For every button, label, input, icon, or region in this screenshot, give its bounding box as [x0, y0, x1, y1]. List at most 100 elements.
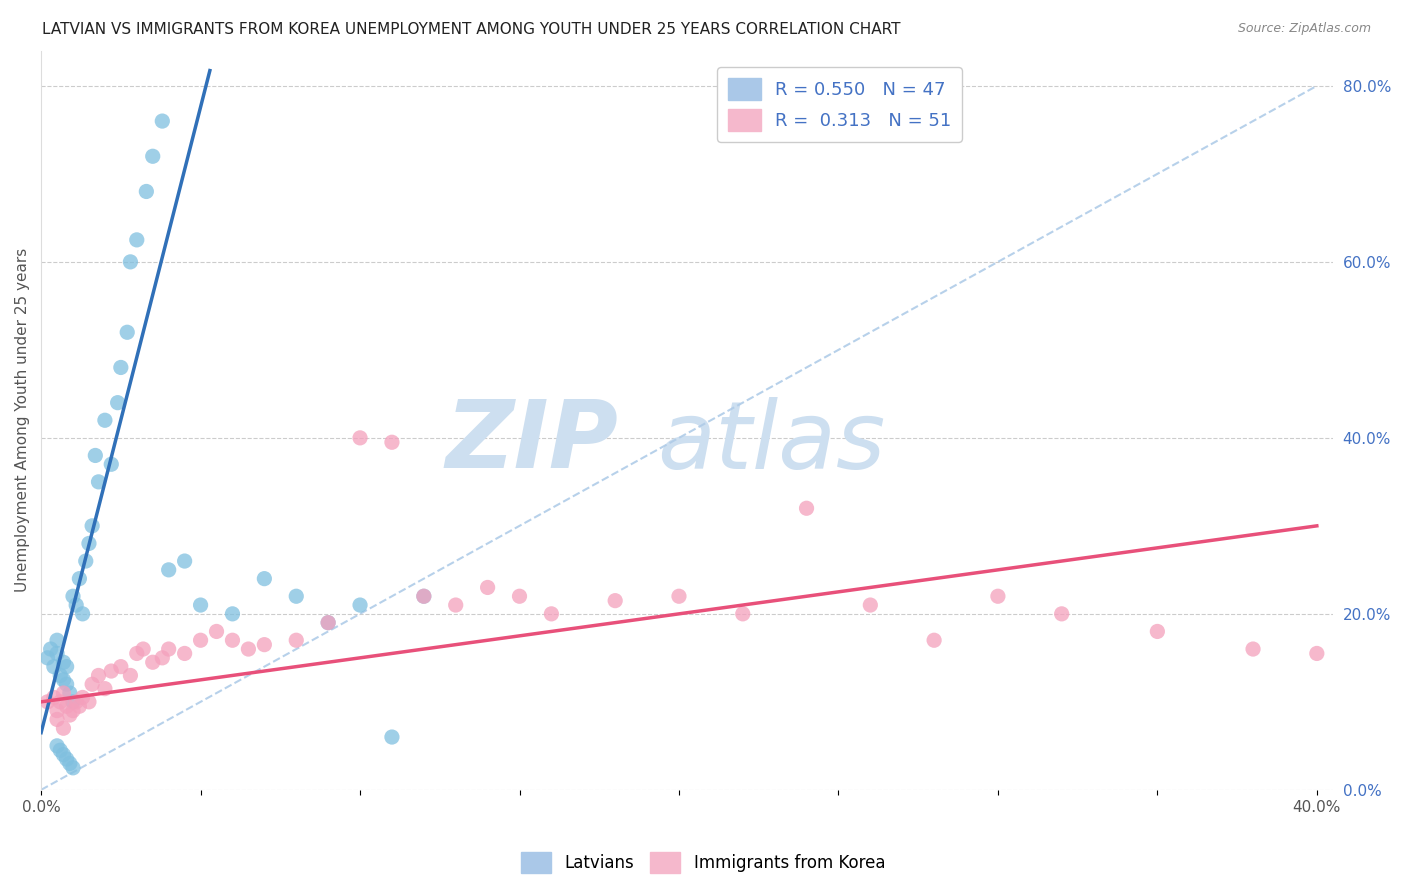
Point	[987, 589, 1010, 603]
Point	[285, 633, 308, 648]
Point	[49, 743, 72, 757]
Point	[100, 664, 122, 678]
Point	[49, 695, 72, 709]
Point	[55, 659, 77, 673]
Point	[52, 747, 75, 762]
Point	[62, 761, 84, 775]
Point	[173, 554, 195, 568]
Point	[39, 642, 62, 657]
Point	[477, 581, 499, 595]
Point	[316, 615, 339, 630]
Point	[46, 713, 69, 727]
Point	[87, 668, 110, 682]
Point	[77, 536, 100, 550]
Point	[100, 457, 122, 471]
Point	[59, 756, 82, 771]
Point	[381, 730, 404, 744]
Point	[221, 607, 243, 621]
Point	[285, 589, 308, 603]
Point	[55, 677, 77, 691]
Point	[110, 659, 132, 673]
Point	[205, 624, 228, 639]
Point	[62, 589, 84, 603]
Y-axis label: Unemployment Among Youth under 25 years: Unemployment Among Youth under 25 years	[15, 248, 30, 592]
Point	[55, 752, 77, 766]
Point	[84, 449, 107, 463]
Point	[381, 435, 404, 450]
Point	[65, 598, 87, 612]
Point	[157, 642, 180, 657]
Point	[59, 686, 82, 700]
Point	[87, 475, 110, 489]
Point	[540, 607, 562, 621]
Point	[72, 690, 94, 705]
Point	[110, 360, 132, 375]
Point	[125, 233, 148, 247]
Point	[190, 598, 212, 612]
Point	[1241, 642, 1264, 657]
Point	[1050, 607, 1073, 621]
Point	[107, 395, 129, 409]
Point	[52, 686, 75, 700]
Point	[142, 149, 165, 163]
Legend: R = 0.550   N = 47, R =  0.313   N = 51: R = 0.550 N = 47, R = 0.313 N = 51	[717, 67, 962, 142]
Point	[67, 572, 90, 586]
Point	[37, 650, 59, 665]
Point	[859, 598, 882, 612]
Point	[115, 325, 138, 339]
Point	[72, 607, 94, 621]
Point	[349, 598, 371, 612]
Point	[1146, 624, 1168, 639]
Point	[52, 673, 75, 687]
Point	[42, 690, 65, 705]
Point	[49, 668, 72, 682]
Point	[132, 642, 155, 657]
Point	[82, 677, 104, 691]
Text: LATVIAN VS IMMIGRANTS FROM KOREA UNEMPLOYMENT AMONG YOUTH UNDER 25 YEARS CORRELA: LATVIAN VS IMMIGRANTS FROM KOREA UNEMPLO…	[42, 22, 901, 37]
Point	[508, 589, 530, 603]
Point	[52, 721, 75, 735]
Point	[67, 699, 90, 714]
Point	[1306, 647, 1329, 661]
Point	[150, 114, 173, 128]
Point	[94, 413, 117, 427]
Point	[37, 695, 59, 709]
Point	[605, 593, 627, 607]
Point	[135, 185, 157, 199]
Point	[316, 615, 339, 630]
Text: atlas: atlas	[657, 397, 884, 488]
Point	[157, 563, 180, 577]
Point	[173, 647, 195, 661]
Legend: Latvians, Immigrants from Korea: Latvians, Immigrants from Korea	[515, 846, 891, 880]
Point	[349, 431, 371, 445]
Point	[238, 642, 260, 657]
Point	[46, 633, 69, 648]
Point	[46, 739, 69, 753]
Point	[94, 681, 117, 696]
Point	[62, 695, 84, 709]
Point	[52, 655, 75, 669]
Point	[59, 708, 82, 723]
Text: ZIP: ZIP	[446, 396, 619, 489]
Point	[253, 572, 276, 586]
Text: Source: ZipAtlas.com: Source: ZipAtlas.com	[1237, 22, 1371, 36]
Point	[55, 699, 77, 714]
Point	[731, 607, 754, 621]
Point	[42, 659, 65, 673]
Point	[142, 655, 165, 669]
Point	[82, 519, 104, 533]
Point	[65, 695, 87, 709]
Point	[150, 650, 173, 665]
Point	[77, 695, 100, 709]
Point	[120, 255, 142, 269]
Point	[796, 501, 818, 516]
Point	[125, 647, 148, 661]
Point	[46, 704, 69, 718]
Point	[412, 589, 434, 603]
Point	[253, 638, 276, 652]
Point	[75, 554, 97, 568]
Point	[444, 598, 467, 612]
Point	[190, 633, 212, 648]
Point	[412, 589, 434, 603]
Point	[668, 589, 690, 603]
